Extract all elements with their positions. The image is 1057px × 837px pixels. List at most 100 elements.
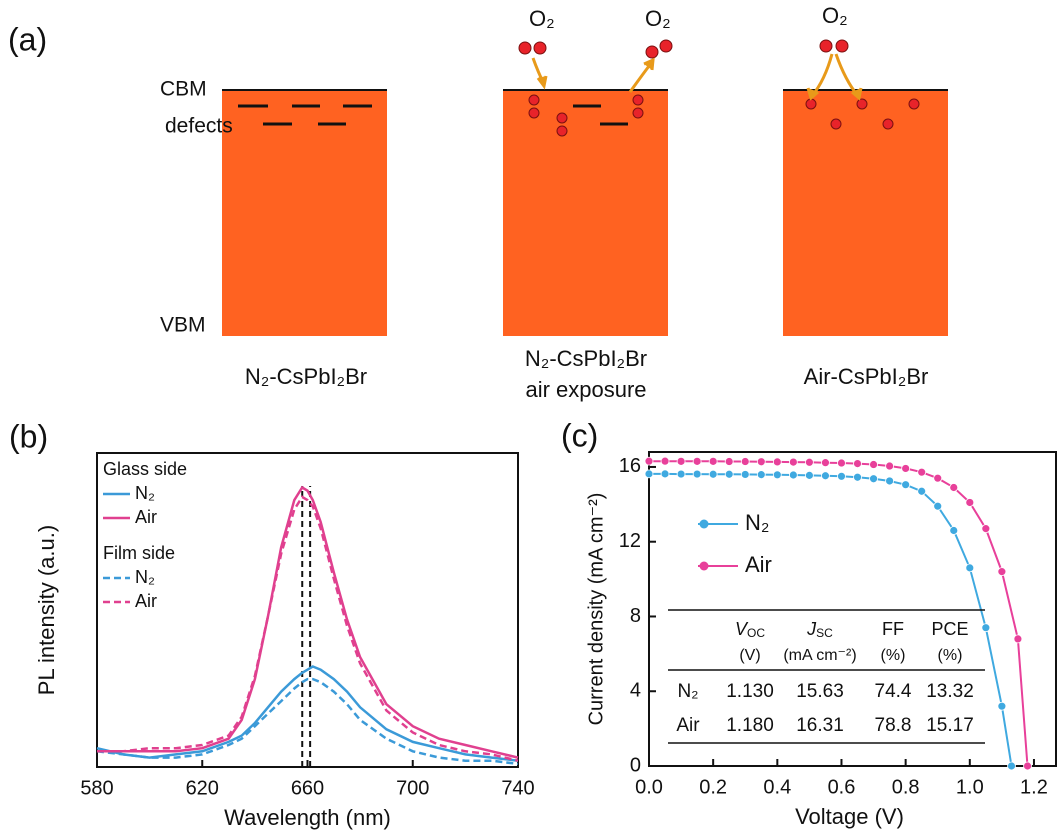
legend-label: N₂ <box>745 510 769 535</box>
x-tick-label: 0.0 <box>635 776 663 798</box>
legend-label: N₂ <box>135 483 155 503</box>
pl-curve <box>97 495 519 762</box>
table-unit: (%) <box>938 647 963 664</box>
jv-point <box>692 456 702 466</box>
jv-point <box>821 458 830 468</box>
x-tick-label: 700 <box>396 777 429 799</box>
jv-point <box>676 469 686 479</box>
header-subscript: OC <box>747 626 765 640</box>
legend-label: Air <box>135 507 157 527</box>
pl-curve <box>97 485 519 759</box>
panel-b: (b) 580 620 660 700 740 Wavelength (nm) PL inte… <box>9 418 535 829</box>
jv-point <box>837 471 846 481</box>
jv-point <box>708 456 718 466</box>
plot-frame <box>648 451 1057 767</box>
table-cell: 74.4 <box>875 681 912 702</box>
table-unit: (mA cm⁻²) <box>783 647 856 664</box>
jv-point <box>885 461 894 471</box>
jv-point <box>740 457 750 466</box>
jv-point <box>788 470 798 480</box>
x-tick-label: 740 <box>501 777 534 799</box>
jv-point <box>853 472 862 482</box>
legend-title: Film side <box>103 543 175 563</box>
x-axis-label: Voltage (V) <box>795 804 904 829</box>
jv-point <box>997 701 1007 711</box>
panel-a: (a) CBM defects VBM <box>8 3 948 402</box>
jv-point <box>1023 761 1032 771</box>
jv-point <box>885 476 894 486</box>
y-tick-label: 0 <box>630 754 641 776</box>
o2-label: O₂ <box>529 6 555 31</box>
jv-point <box>740 470 750 479</box>
table-cell: 1.130 <box>726 681 774 702</box>
cbm-label: CBM <box>160 78 207 101</box>
table-cell: 15.17 <box>926 715 974 736</box>
pl-curve <box>96 677 519 766</box>
jv-point <box>917 486 927 496</box>
legend-title: Glass side <box>103 459 187 479</box>
panel-label: (a) <box>8 21 47 57</box>
x-tick-label: 0.8 <box>892 776 920 798</box>
table-header: VOC <box>735 619 765 640</box>
table-cell: 78.8 <box>875 715 912 736</box>
jv-point <box>756 457 766 467</box>
caption: N₂-CsPbI₂Br <box>525 346 647 371</box>
legend-label: N₂ <box>135 567 155 587</box>
table-header: PCE <box>931 619 968 639</box>
y-axis-label: PL intensity (a.u.) <box>34 525 59 695</box>
caption: Air-CsPbI₂Br <box>804 364 929 389</box>
pl-curve <box>96 665 519 762</box>
jv-point <box>949 483 959 492</box>
caption: air exposure <box>525 377 646 402</box>
x-axis-label: Wavelength (nm) <box>224 805 391 830</box>
x-tick-label: 660 <box>291 777 324 799</box>
table-unit: (%) <box>881 647 906 664</box>
oxygen-molecules <box>518 39 920 137</box>
jv-point <box>644 469 654 479</box>
jv-point <box>837 458 846 468</box>
jv-point <box>997 567 1007 577</box>
o2-label: O₂ <box>822 3 848 28</box>
x-tick-label: 580 <box>80 777 113 799</box>
table-unit: (V) <box>739 647 760 664</box>
jv-point <box>981 623 991 633</box>
legend-label: Air <box>745 552 772 577</box>
jv-point <box>644 456 654 466</box>
panel-label: (c) <box>561 417 598 453</box>
x-tick-label: 0.4 <box>763 776 791 798</box>
header-symbol: PCE <box>931 619 968 639</box>
jv-point <box>965 498 975 507</box>
jv-point <box>901 464 911 473</box>
jv-point <box>869 474 878 484</box>
y-tick-label: 4 <box>630 680 641 702</box>
vbm-label: VBM <box>160 314 206 337</box>
jv-point <box>805 470 814 480</box>
jv-point <box>724 469 734 479</box>
jv-point <box>917 467 927 477</box>
x-tick-label: 620 <box>186 777 219 799</box>
table-header: FF <box>882 619 904 639</box>
band <box>222 90 387 336</box>
jv-point <box>805 457 814 467</box>
legend-label: Air <box>135 591 157 611</box>
table-header: JSC <box>806 619 833 640</box>
jv-point <box>981 524 991 534</box>
jv-point <box>676 456 686 466</box>
y-axis-label: Current density (mA cm⁻²) <box>585 493 607 726</box>
header-symbol: J <box>806 619 817 639</box>
jv-point <box>1013 634 1023 644</box>
jv-point <box>1007 761 1016 771</box>
table-cell: Air <box>676 715 700 736</box>
table-cell: 13.32 <box>926 681 974 702</box>
jv-point <box>708 469 718 479</box>
defect-levels <box>238 104 628 126</box>
jv-point <box>772 457 782 467</box>
jv-point <box>772 470 782 480</box>
jv-point <box>869 460 878 469</box>
o2-label: O₂ <box>645 6 671 31</box>
table-cell: 16.31 <box>796 715 844 736</box>
table-cell: 1.180 <box>726 715 774 736</box>
jv-point <box>901 480 911 490</box>
caption: N₂-CsPbI₂Br <box>245 364 367 389</box>
y-tick-label: 8 <box>630 605 641 627</box>
